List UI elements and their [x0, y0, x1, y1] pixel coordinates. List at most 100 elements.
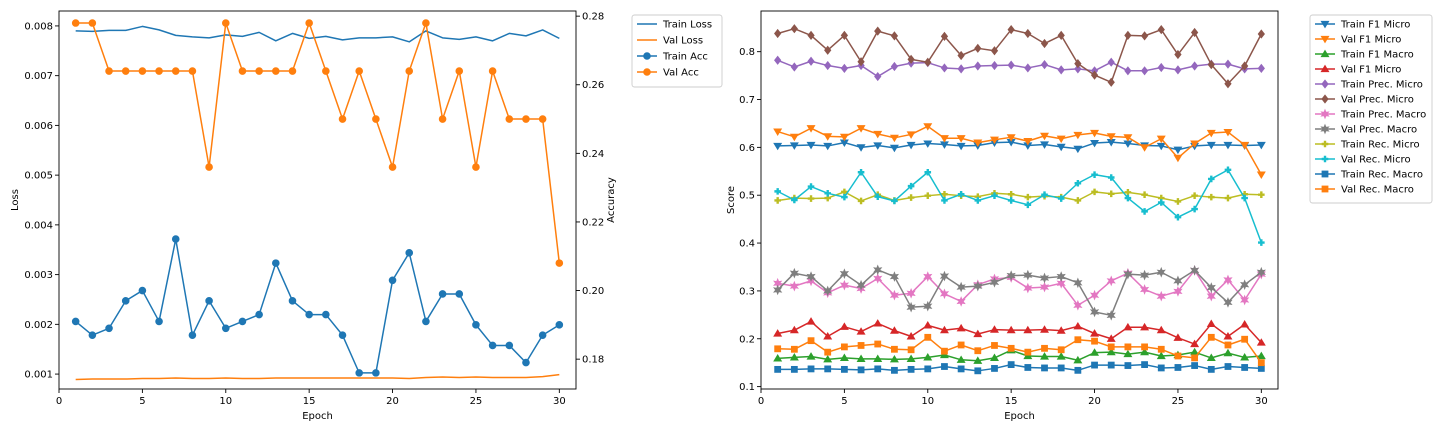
chart2-point-val-rec-micro [824, 190, 832, 197]
chart1-point-val-acc [155, 67, 163, 75]
chart2-point-val-f1-micro [990, 136, 999, 145]
chart2-point-train-prec-micro [1040, 59, 1049, 70]
chart2-point-train-rec-micro [1258, 191, 1265, 199]
chart2-point-val-rec-macro [774, 345, 782, 353]
chart2-x-tick-label: 15 [1005, 396, 1018, 407]
chart2-point-val-f1-micro [1206, 129, 1216, 138]
chart1-point-train-acc [355, 369, 363, 377]
chart2-point-val-prec-macro [1089, 306, 1100, 318]
chart2-point-val-f1-micro [1140, 322, 1150, 331]
chart2-point-val-prec-macro [906, 301, 916, 313]
chart2-point-train-f1-macro [923, 353, 933, 361]
chart2-point-val-f1-micro [1256, 338, 1266, 346]
chart2-point-val-rec-macro [1124, 343, 1132, 351]
chart2-point-train-f1-micro [1173, 146, 1183, 155]
chart2-point-train-prec-macro [1089, 289, 1100, 301]
chart2-point-val-prec-micro [940, 31, 949, 41]
chart2-y-tick-label: 0.3 [739, 286, 755, 297]
chart2-point-val-prec-micro [1190, 27, 1199, 38]
chart1-point-train-acc [388, 276, 397, 285]
chart1-point-train-acc [305, 310, 313, 319]
chart2-point-train-f1-macro [1156, 351, 1166, 360]
axes-frame [58, 10, 577, 390]
chart2-point-val-rec-micro [991, 192, 998, 199]
chart2-point-val-rec-macro [790, 345, 798, 353]
chart2-point-train-rec-macro [941, 363, 948, 370]
chart2-point-train-rec-macro [1124, 362, 1132, 369]
chart2-point-val-rec-macro [1107, 343, 1115, 351]
chart2-point-val-f1-micro [1023, 138, 1033, 146]
chart2-point-train-prec-macro [1056, 277, 1066, 289]
chart2-point-val-rec-micro [1007, 197, 1015, 204]
chart2-point-train-prec-macro [939, 288, 950, 300]
chart2-y-tick-label: 0.6 [739, 143, 755, 154]
chart2-point-train-f1-micro [1056, 143, 1066, 152]
chart2-point-train-f1-micro [889, 144, 899, 153]
chart2-point-train-prec-micro [840, 63, 849, 74]
chart2-point-val-rec-macro [874, 340, 882, 348]
chart2-point-train-f1-micro [956, 142, 966, 151]
chart2-point-val-f1-micro [1056, 326, 1066, 334]
chart2-point-val-rec-macro [1174, 352, 1182, 360]
chart2-point-val-prec-micro [1090, 70, 1099, 80]
chart2-point-train-prec-micro [1190, 61, 1199, 71]
chart2-point-val-rec-micro [841, 193, 848, 201]
chart1-point-train-acc [322, 310, 330, 319]
chart1-legend-marker [643, 52, 651, 60]
chart2-point-val-prec-micro [1207, 59, 1215, 70]
chart1-x-axis-label: Epoch [302, 411, 333, 422]
chart2-point-val-f1-micro [1206, 319, 1216, 328]
chart1-point-train-acc [272, 259, 280, 267]
chart2-point-val-prec-micro [774, 28, 782, 39]
chart2-point-train-prec-macro [1023, 282, 1033, 294]
chart2-point-val-prec-micro [857, 57, 865, 67]
chart2-point-train-rec-macro [957, 365, 965, 373]
chart2-point-train-prec-macro [873, 273, 883, 284]
chart2-point-val-rec-micro [974, 197, 982, 204]
chart2-point-train-f1-macro [1090, 348, 1100, 356]
chart2-point-val-rec-micro [957, 190, 965, 198]
chart2-point-train-f1-macro [990, 353, 999, 361]
chart2-point-val-prec-micro [1107, 77, 1115, 87]
chart2-point-val-rec-macro [1041, 344, 1048, 352]
chart2-legend-label: Train Rec. Micro [1340, 140, 1420, 151]
chart1-legend [631, 14, 723, 88]
chart1-right-y-tick-label: 0.20 [582, 286, 604, 297]
chart2-point-val-rec-micro [857, 168, 865, 176]
chart2-legend-marker [1320, 35, 1330, 44]
chart2-point-train-f1-macro [1256, 351, 1266, 360]
chart2-point-val-prec-macro [923, 300, 933, 312]
chart2-point-train-prec-micro [1174, 65, 1182, 75]
chart2-point-val-prec-micro [990, 46, 999, 56]
chart2-point-val-f1-micro [789, 325, 799, 334]
chart1-right-y-tick-label: 0.28 [582, 12, 604, 23]
chart2-point-val-rec-micro [807, 183, 815, 190]
chart2-legend-marker [1320, 49, 1330, 58]
chart2-point-train-rec-macro [1174, 364, 1182, 371]
chart2-point-val-prec-macro [1073, 277, 1083, 289]
score-metrics-chart: 0 5 10 15 20 25 30 0.1 0.2 0.3 0.4 0.5 0.6 0.7 0.8 Epoc… [726, 10, 1433, 422]
chart2-point-val-rec-micro [907, 182, 915, 190]
chart2-point-train-f1-macro [939, 350, 949, 359]
chart2-point-train-prec-macro [1106, 275, 1116, 287]
chart2-point-train-f1-macro [1206, 353, 1216, 361]
chart2-point-val-rec-micro [1041, 191, 1048, 199]
chart2-point-train-f1-macro [789, 353, 799, 361]
chart2-point-val-prec-micro [1224, 79, 1232, 89]
chart2-point-val-prec-macro [1156, 266, 1166, 278]
chart2-point-val-f1-micro [1123, 322, 1133, 331]
chart1-point-val-acc [405, 67, 414, 75]
chart2-point-val-rec-micro [1107, 174, 1115, 181]
chart2-point-train-prec-micro [1107, 57, 1115, 67]
chart2-point-train-prec-micro [990, 60, 999, 71]
chart2-legend-marker [1320, 20, 1330, 29]
chart2-point-val-rec-macro [1141, 343, 1148, 351]
chart2-series-line-val-prec-micro [777, 27, 1262, 85]
chart2-point-train-f1-macro [1123, 349, 1133, 358]
chart2-point-train-prec-micro [807, 56, 815, 66]
chart2-point-train-rec-micro [1091, 188, 1098, 196]
chart2-point-train-f1-micro [906, 141, 916, 150]
chart2-point-val-rec-micro [1207, 175, 1215, 183]
chart2-point-train-rec-macro [1257, 365, 1265, 372]
chart2-point-train-rec-macro [1207, 365, 1215, 373]
